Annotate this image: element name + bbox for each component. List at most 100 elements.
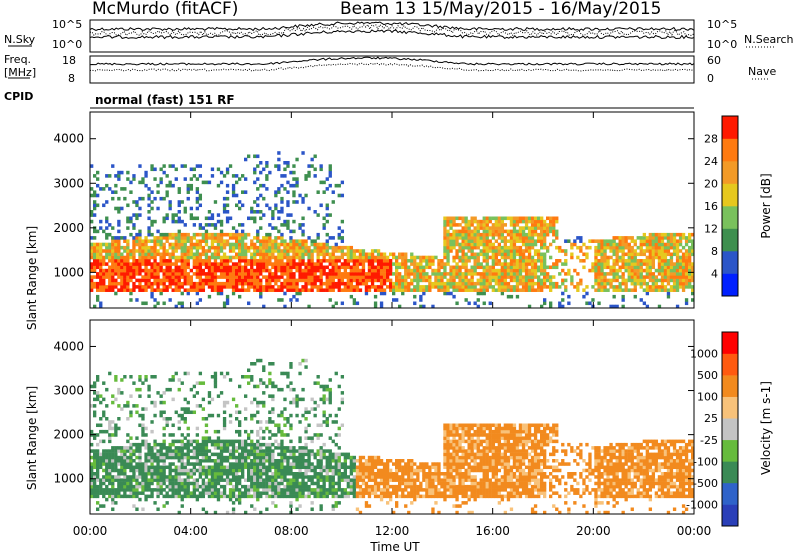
- panel0-data-cell: [479, 236, 483, 240]
- panel0-data-cell: [609, 272, 613, 276]
- panel0-data-cell: [126, 278, 130, 283]
- panel0-data-cell: [663, 288, 668, 292]
- panel1-data-cell: [204, 468, 209, 473]
- panel1-data-cell: [307, 455, 311, 460]
- panel0-data-cell: [476, 262, 480, 266]
- panel0-data-cell: [286, 190, 290, 194]
- panel0-data-cell: [265, 288, 269, 292]
- panel0-data-cell: [228, 275, 233, 279]
- panel0-data-cell: [99, 245, 103, 250]
- panel0-data-cell: [198, 259, 203, 263]
- panel1-data-cell: [313, 494, 317, 499]
- panel0-data-cell: [247, 288, 251, 292]
- panel1-data-cell: [213, 429, 218, 434]
- panel0-data-cell: [479, 242, 483, 247]
- panel1-data-cell: [256, 484, 260, 489]
- panel0-data-cell: [678, 265, 683, 270]
- panel1-data-cell: [265, 420, 269, 424]
- panel0-data-cell: [286, 161, 290, 165]
- panel0-data-cell: [585, 255, 589, 260]
- panel0-data-cell: [615, 268, 619, 273]
- panel0-data-cell: [162, 268, 166, 273]
- panel0-data-cell: [654, 281, 659, 286]
- panel0-data-cell: [225, 275, 230, 279]
- panel1-data-cell: [301, 413, 305, 418]
- panel0-data-cell: [168, 203, 172, 208]
- panel0-data-cell: [102, 203, 106, 208]
- panel1-data-cell: [310, 468, 314, 473]
- panel0-data-cell: [518, 272, 523, 276]
- panel0-data-cell: [678, 239, 683, 243]
- panel0-data-cell: [298, 275, 302, 279]
- panel0-data-cell: [509, 259, 514, 263]
- panel0-data-cell: [198, 193, 203, 198]
- panel0-data-cell: [527, 288, 532, 292]
- panel1-data-cell: [108, 478, 112, 482]
- panel1-data-cell: [132, 494, 136, 499]
- panel0-data-cell: [666, 245, 671, 250]
- panel0-data-cell: [120, 236, 124, 240]
- panel0-data-cell: [111, 242, 115, 247]
- panel1-data-cell: [322, 452, 326, 457]
- panel1-data-cell: [328, 387, 332, 392]
- panel1-data-cell: [328, 391, 332, 395]
- panel0-data-cell: [174, 265, 178, 270]
- panel1-data-cell: [213, 381, 218, 385]
- panel1-data-cell: [138, 394, 142, 398]
- panel1-data-cell: [135, 465, 139, 470]
- panel0-data-cell: [428, 275, 432, 279]
- panel0-data-cell: [165, 262, 169, 266]
- panel0-data-cell: [180, 304, 184, 309]
- panel0-data-cell: [168, 255, 172, 260]
- panel0-data-cell: [485, 219, 489, 224]
- panel0-data-cell: [443, 255, 447, 260]
- panel1-data-cell: [268, 455, 272, 460]
- panel1-data-cell: [219, 449, 224, 453]
- panel0-data-cell: [150, 232, 154, 237]
- panel1-data-cell: [132, 459, 136, 463]
- panel0-data-cell: [174, 285, 178, 289]
- panel0-data-cell: [434, 268, 438, 273]
- panel1-data-cell: [268, 442, 272, 447]
- panel0-data-cell: [105, 272, 109, 276]
- panel1-data-cell: [250, 478, 254, 482]
- panel0-data-cell: [304, 174, 308, 178]
- panel1-data-cell: [213, 468, 218, 473]
- panel0-data-cell: [334, 272, 338, 276]
- panel0-data-cell: [186, 288, 190, 292]
- panel1-data-cell: [277, 423, 281, 428]
- panel0-data-cell: [204, 216, 209, 221]
- panel0-data-cell: [117, 229, 121, 234]
- panel1-data-cell: [319, 452, 323, 457]
- panel1-data-cell: [135, 468, 139, 473]
- panel0-data-cell: [204, 259, 209, 263]
- panel0-data-cell: [494, 288, 499, 292]
- panel0-data-cell: [253, 275, 257, 279]
- panel0-data-cell: [138, 239, 142, 243]
- panel0-data-cell: [319, 249, 323, 253]
- panel0-data-cell: [108, 245, 112, 250]
- panel0-data-cell: [310, 268, 314, 273]
- panel0-data-cell: [361, 275, 366, 279]
- panel0-data-cell: [485, 275, 489, 279]
- panel0-data-cell: [449, 268, 453, 273]
- panel1-data-cell: [231, 449, 236, 453]
- panel0-data-cell: [515, 216, 520, 221]
- panel0-data-cell: [657, 285, 662, 289]
- panel0-data-cell: [500, 275, 505, 279]
- panel0-data-cell: [253, 242, 257, 247]
- panel1-data-cell: [141, 481, 145, 486]
- panel0-data-cell: [479, 285, 483, 289]
- panel0-data-cell: [162, 164, 166, 168]
- panel1-data-cell: [316, 475, 320, 479]
- panel0-data-cell: [392, 281, 396, 286]
- panel0-data-cell: [349, 278, 354, 283]
- panel1-data-cell: [262, 449, 266, 453]
- panel1-data-cell: [96, 478, 100, 482]
- panel0-data-cell: [265, 249, 269, 253]
- panel0-data-cell: [168, 272, 172, 276]
- panel0-data-cell: [476, 252, 480, 257]
- panel1-data-cell: [247, 436, 251, 440]
- panel0-data-cell: [515, 285, 520, 289]
- panel0-data-cell: [461, 255, 465, 260]
